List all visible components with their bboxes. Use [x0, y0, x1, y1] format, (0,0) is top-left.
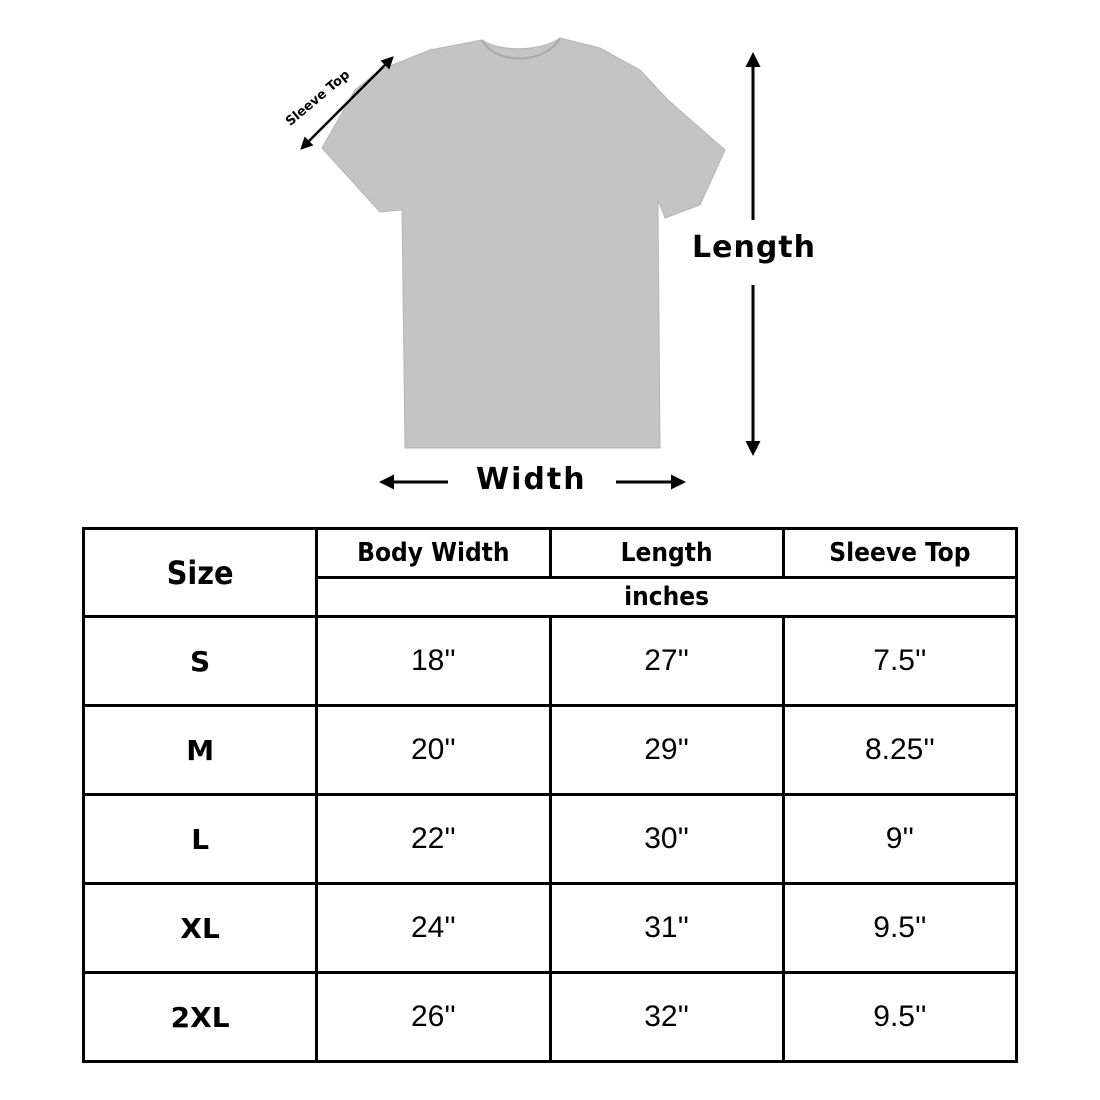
cell-sleeve-top: 9.5'': [781, 882, 1019, 974]
tshirt-image: [321, 37, 726, 449]
header-size: Size: [81, 527, 319, 618]
cell-body-width: 18'': [315, 615, 552, 707]
cell-size: L: [81, 793, 319, 885]
cell-size: M: [81, 704, 319, 796]
table-row: M 20'' 29'' 8.25'': [81, 704, 1019, 796]
cell-length: 27'': [548, 615, 785, 707]
sleeve-arrow: [300, 56, 394, 150]
cell-body-width: 26'': [315, 971, 552, 1063]
cell-sleeve-top: 7.5'': [781, 615, 1019, 707]
cell-sleeve-top: 8.25'': [781, 704, 1019, 796]
width-label: Width: [476, 462, 587, 497]
cell-length: 29'': [548, 704, 785, 796]
table-row: XL 24'' 31'' 9.5'': [81, 882, 1019, 974]
cell-length: 30'': [548, 793, 785, 885]
cell-sleeve-top: 9.5'': [781, 971, 1019, 1063]
tshirt-diagram: [300, 37, 761, 490]
cell-size: XL: [81, 882, 319, 974]
cell-size: S: [81, 615, 319, 707]
header-sleeve-top: Sleeve Top: [781, 527, 1019, 579]
header-length: Length: [548, 527, 785, 579]
table-row: 2XL 26'' 32'' 9.5'': [81, 971, 1019, 1063]
cell-sleeve-top: 9'': [781, 793, 1019, 885]
cell-body-width: 24'': [315, 882, 552, 974]
header-unit: inches: [315, 576, 1018, 618]
size-chart-table: Size Body Width Length Sleeve Top inches…: [81, 527, 1019, 1063]
cell-size: 2XL: [81, 971, 319, 1063]
cell-length: 31'': [548, 882, 785, 974]
table-row: S 18'' 27'' 7.5'': [81, 615, 1019, 707]
header-body-width: Body Width: [315, 527, 552, 579]
cell-body-width: 20'': [315, 704, 552, 796]
length-label: Length: [692, 230, 816, 265]
cell-body-width: 22'': [315, 793, 552, 885]
cell-length: 32'': [548, 971, 785, 1063]
table-row: L 22'' 30'' 9'': [81, 793, 1019, 885]
